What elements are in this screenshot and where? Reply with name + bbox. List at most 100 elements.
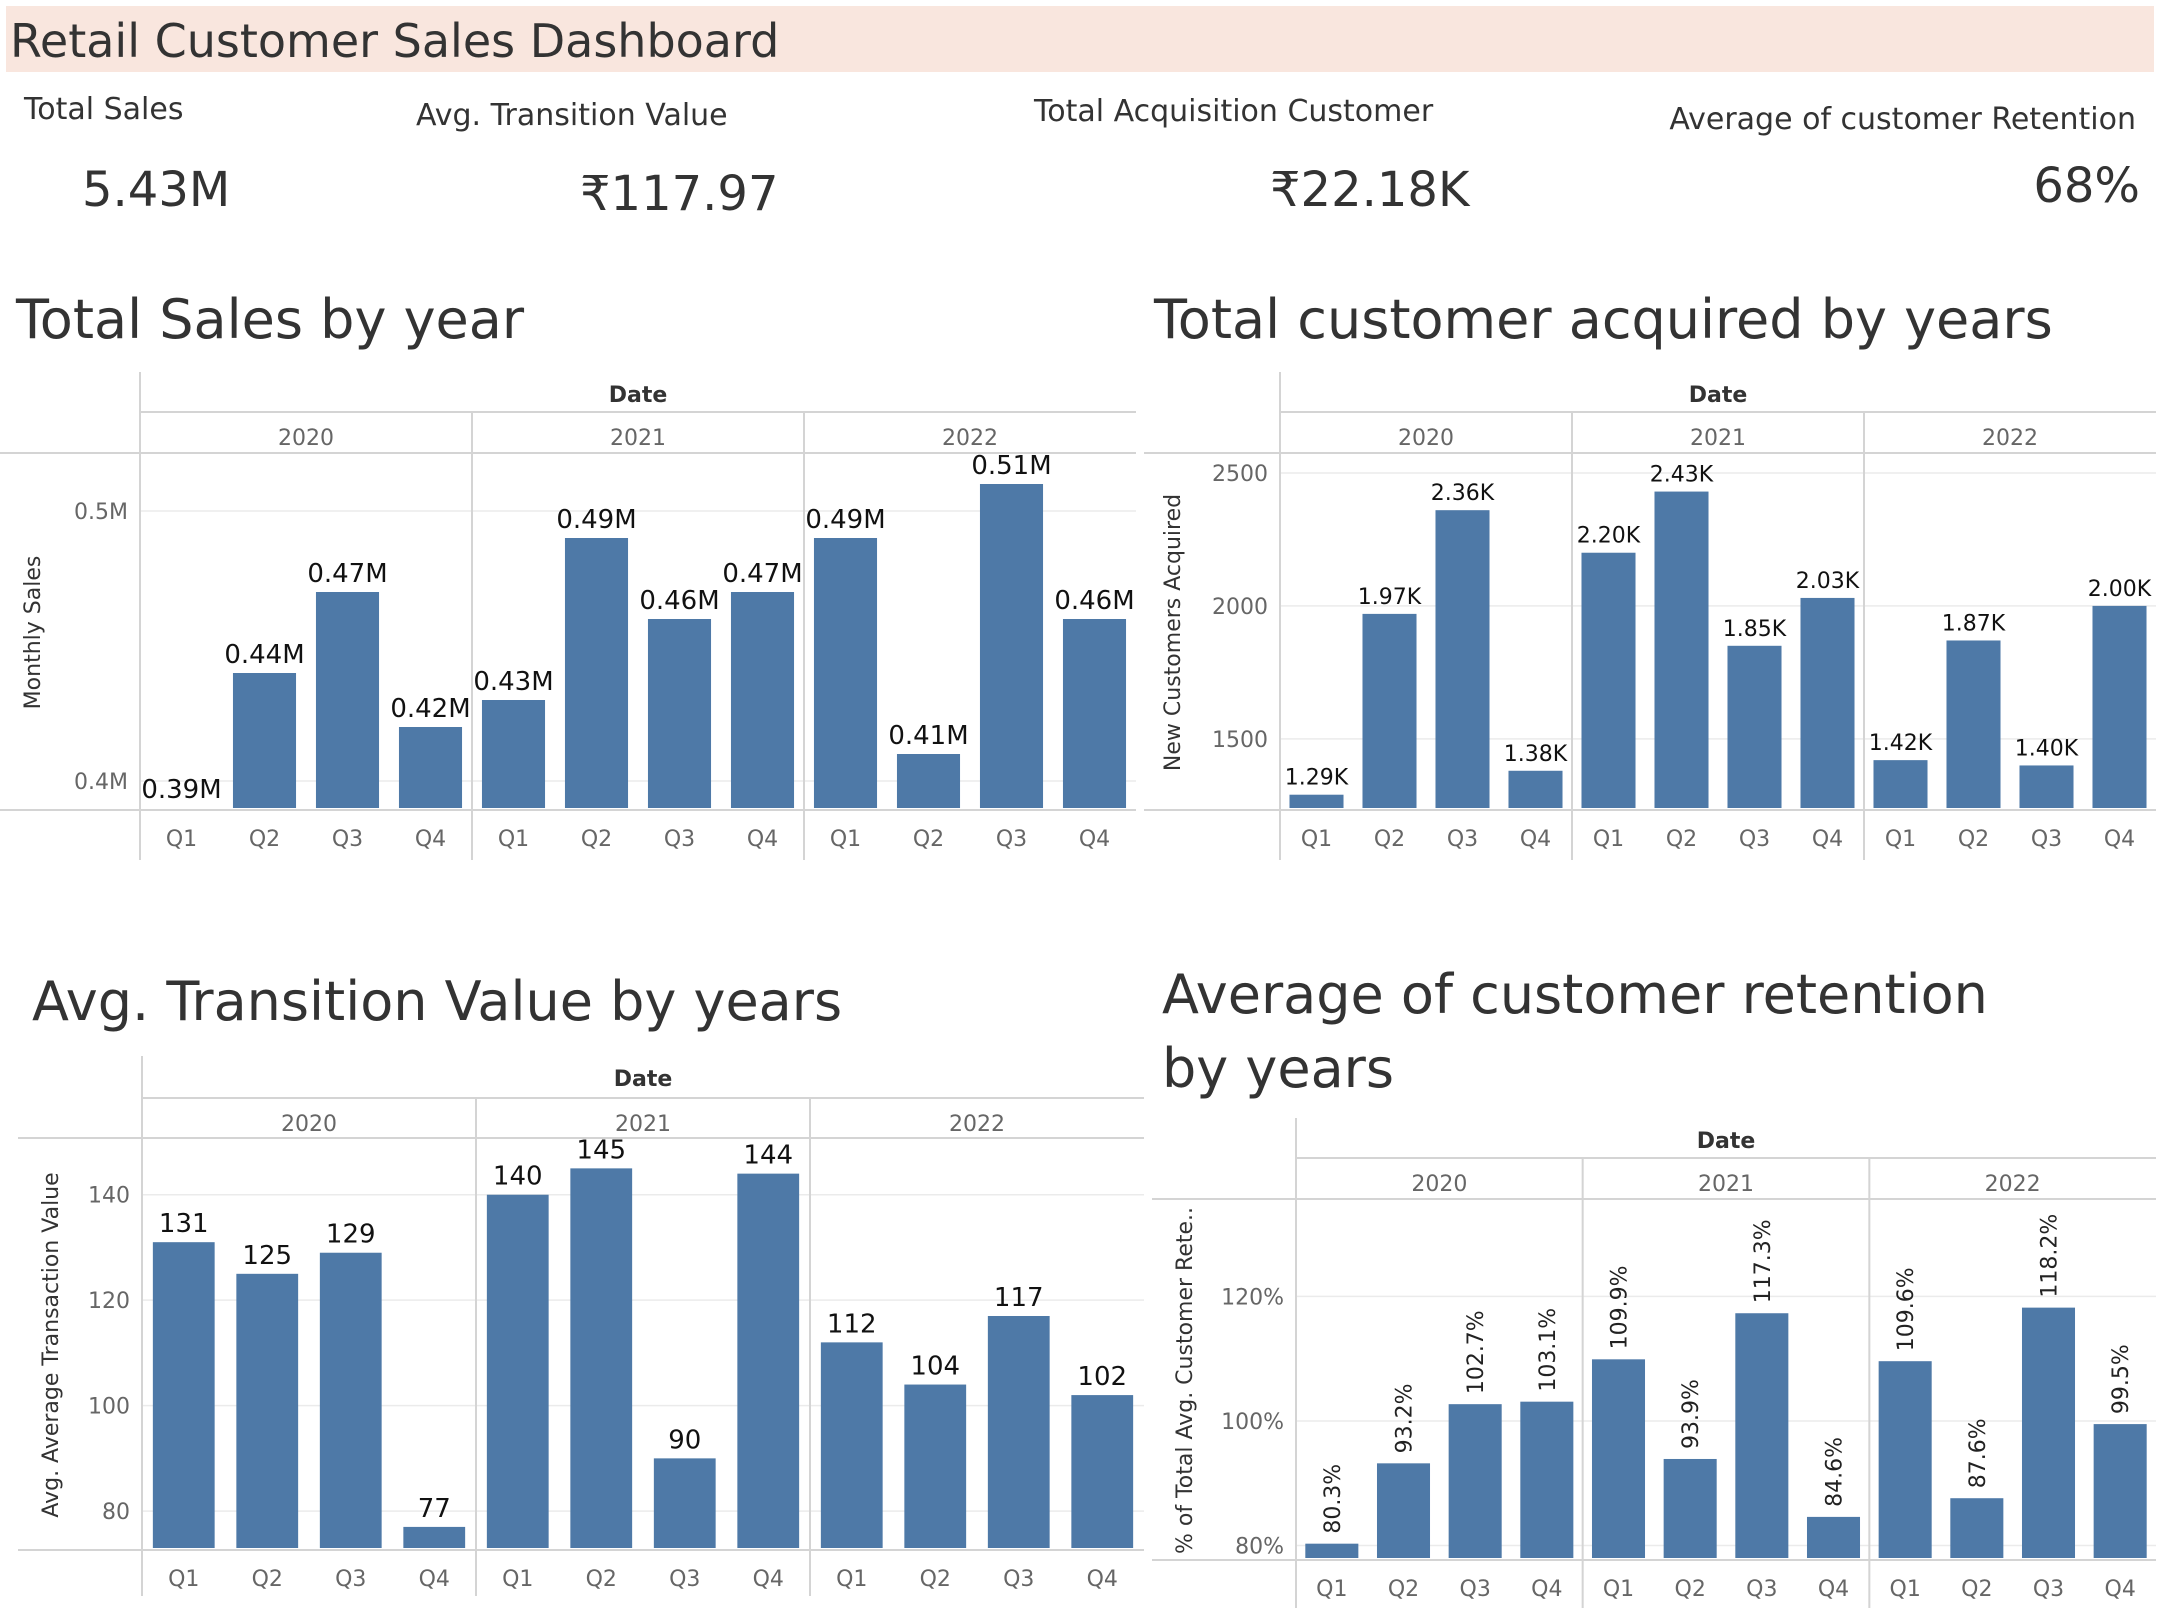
- data-label: 0.46M: [639, 586, 719, 616]
- data-label: 1.97K: [1358, 585, 1422, 610]
- data-label: 99.5%: [2109, 1344, 2134, 1414]
- bar: [315, 592, 380, 808]
- bar: [486, 1194, 549, 1548]
- x-tick-label: Q1: [1301, 827, 1332, 852]
- x-tick-label: Q3: [996, 827, 1027, 852]
- x-tick-label: Q3: [1003, 1567, 1034, 1592]
- bar: [896, 754, 961, 808]
- bar: [647, 619, 712, 808]
- group-label: Date: [609, 383, 668, 408]
- data-label: 93.9%: [1679, 1379, 1704, 1449]
- data-label: 1.85K: [1723, 617, 1787, 642]
- kpi-total-sales-value: 5.43M: [82, 162, 231, 218]
- chart-title-avg-transition: Avg. Transition Value by years: [32, 970, 843, 1033]
- y-tick-label: 2500: [1212, 462, 1268, 487]
- x-tick-label: Q1: [498, 827, 529, 852]
- year-label: 2021: [615, 1112, 671, 1137]
- data-label: 2.03K: [1796, 569, 1860, 594]
- data-label: 1.87K: [1942, 611, 2006, 636]
- y-tick-label: 1500: [1212, 728, 1268, 753]
- kpi-retention-value: 68%: [2033, 158, 2140, 214]
- year-label: 2022: [1982, 426, 2038, 451]
- data-label: 80.3%: [1321, 1464, 1346, 1534]
- data-label: 0.49M: [805, 505, 885, 535]
- bar: [653, 1458, 716, 1548]
- y-axis-title: Avg. Average Transaction Value: [39, 1172, 64, 1517]
- y-tick-label: 80%: [1235, 1535, 1284, 1560]
- x-tick-label: Q2: [249, 827, 280, 852]
- bar: [1520, 1401, 1574, 1558]
- bar: [1376, 1463, 1431, 1558]
- x-tick-label: Q3: [1460, 1577, 1491, 1602]
- y-tick-label: 80: [102, 1500, 130, 1525]
- x-tick-label: Q2: [581, 827, 612, 852]
- x-tick-label: Q4: [1531, 1577, 1562, 1602]
- data-label: 131: [159, 1209, 209, 1239]
- data-label: 87.6%: [1966, 1418, 1991, 1488]
- data-label: 140: [493, 1162, 543, 1192]
- bar: [1448, 1404, 1502, 1558]
- bar: [1873, 760, 1928, 808]
- data-label: 0.49M: [556, 505, 636, 535]
- year-label: 2020: [1411, 1172, 1467, 1197]
- x-tick-label: Q2: [1388, 1577, 1419, 1602]
- total-sales-chart: 0.4M 0.5M Date Monthly Sales 2020 0.39M Q1 0.44…: [0, 372, 1136, 860]
- bar: [813, 538, 878, 808]
- y-tick-label: 100%: [1221, 1410, 1284, 1435]
- kpi-avg-transition-label: Avg. Transition Value: [416, 98, 728, 133]
- bar: [564, 538, 629, 808]
- group-label: Date: [1689, 383, 1748, 408]
- data-label: 1.38K: [1504, 742, 1568, 767]
- data-label: 129: [326, 1220, 376, 1250]
- data-label: 145: [576, 1135, 626, 1165]
- bar: [1950, 1498, 2004, 1558]
- bar: [979, 484, 1044, 808]
- dashboard-header: Retail Customer Sales Dashboard: [6, 6, 2154, 72]
- bar: [232, 673, 297, 808]
- kpi-avg-transition-value: ₹117.97: [580, 166, 779, 222]
- x-tick-label: Q3: [335, 1567, 366, 1592]
- bar: [1508, 770, 1563, 808]
- group-label: Date: [1697, 1129, 1756, 1154]
- y-tick-label: 140: [88, 1184, 130, 1209]
- data-label: 109.6%: [1894, 1267, 1919, 1351]
- x-tick-label: Q2: [1374, 827, 1405, 852]
- year-label: 2021: [1690, 426, 1746, 451]
- x-tick-label: Q3: [1447, 827, 1478, 852]
- x-tick-label: Q4: [1520, 827, 1551, 852]
- bar: [319, 1252, 382, 1548]
- data-label: 0.47M: [307, 559, 387, 589]
- bar: [1581, 552, 1636, 808]
- x-tick-label: Q3: [2033, 1577, 2064, 1602]
- kpi-retention-label: Average of customer Retention: [1669, 102, 2136, 137]
- data-label: 118.2%: [2038, 1214, 2063, 1298]
- x-tick-label: Q1: [830, 827, 861, 852]
- bar: [1946, 640, 2001, 808]
- x-tick-label: Q2: [252, 1567, 283, 1592]
- bar: [730, 592, 795, 808]
- bar: [1362, 613, 1417, 808]
- y-tick-label: 0.4M: [74, 770, 128, 795]
- year-label: 2020: [278, 426, 334, 451]
- year-label: 2021: [1698, 1172, 1754, 1197]
- kpi-total-sales-label: Total Sales: [24, 92, 184, 127]
- year-label: 2020: [281, 1112, 337, 1137]
- data-label: 104: [910, 1352, 960, 1382]
- bar: [1727, 645, 1782, 808]
- bar: [1800, 597, 1855, 808]
- bar: [2093, 1424, 2147, 1558]
- data-label: 0.51M: [971, 451, 1051, 481]
- kpi-acquisition-value: ₹22.18K: [1270, 162, 1470, 218]
- bar: [403, 1526, 466, 1548]
- year-label: 2022: [1985, 1172, 2041, 1197]
- x-tick-label: Q1: [166, 827, 197, 852]
- bar: [1735, 1313, 1789, 1558]
- y-axis-title: % of Total Avg. Customer Rete..: [1173, 1207, 1198, 1554]
- x-tick-label: Q3: [669, 1567, 700, 1592]
- x-tick-label: Q4: [1087, 1567, 1118, 1592]
- year-label: 2022: [942, 426, 998, 451]
- bar: [1071, 1395, 1134, 1548]
- bar: [1062, 619, 1127, 808]
- group-label: Date: [614, 1067, 673, 1092]
- bar: [2092, 605, 2147, 808]
